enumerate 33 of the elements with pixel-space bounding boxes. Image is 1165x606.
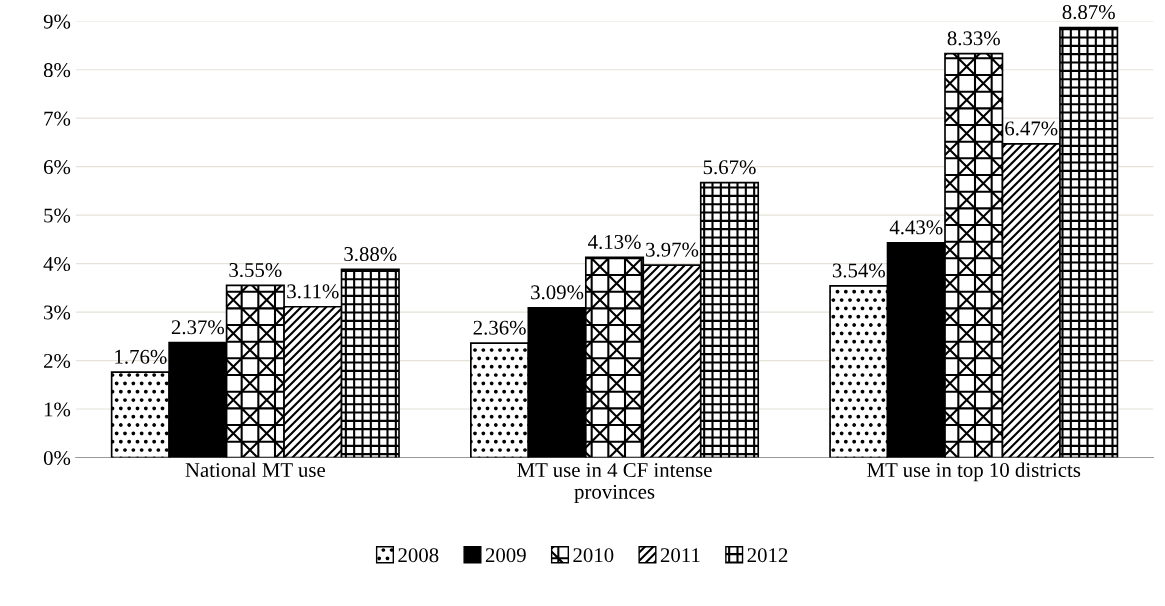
legend-label: 2009 <box>485 548 526 563</box>
y-tick-label: 5% <box>44 208 71 223</box>
legend-label: 2008 <box>398 548 439 563</box>
legend-label: 2012 <box>747 548 788 563</box>
y-tick-label: 1% <box>44 402 71 417</box>
data-label: 8.33% <box>947 31 1000 46</box>
y-tick-label: 0% <box>43 450 71 466</box>
data-label: 3.54% <box>832 263 885 278</box>
data-label: 5.67% <box>703 160 756 175</box>
data-label: 4.13% <box>588 234 641 249</box>
x-tick-label: National MT use <box>185 462 326 478</box>
y-tick-label: 6% <box>43 160 71 175</box>
data-label: 3.88% <box>344 246 397 262</box>
data-label: 2.36% <box>473 320 526 335</box>
y-tick-label: 9% <box>43 14 71 29</box>
y-tick-label: 8% <box>43 63 71 78</box>
data-label: 4.43% <box>889 220 943 235</box>
data-label: 1.76% <box>115 349 167 364</box>
legend-label: 2010 <box>573 548 614 563</box>
data-label: 8.87% <box>1062 5 1115 20</box>
legend-label: 2011 <box>660 548 700 563</box>
x-tick-label: MT use in top 10 districts <box>867 462 1081 482</box>
y-tick-label: 3% <box>44 305 71 320</box>
y-tick-label: 2% <box>44 353 71 369</box>
y-tick-label: 4% <box>43 256 71 272</box>
data-label: 3.97% <box>646 242 699 257</box>
data-label: 3.55% <box>229 262 282 278</box>
data-label: 6.47% <box>1005 121 1058 136</box>
x-tick-label: MT use in 4 CF intense provinces <box>517 463 712 504</box>
data-label: 3.11% <box>287 284 339 299</box>
data-label: 3.09% <box>531 285 584 300</box>
data-label: 2.37% <box>171 320 225 335</box>
y-tick-label: 7% <box>44 111 71 126</box>
